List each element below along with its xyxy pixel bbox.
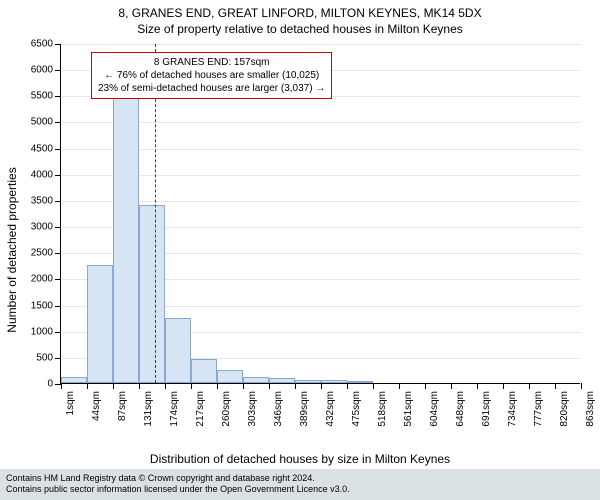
y-tick (55, 358, 61, 359)
annotation-line: ← 76% of detached houses are smaller (10… (98, 69, 325, 82)
y-tick (55, 306, 61, 307)
y-tick-label: 2500 (31, 248, 53, 259)
y-tick (55, 96, 61, 97)
histogram-bar (321, 380, 347, 383)
histogram-bar (295, 380, 321, 383)
x-tick-label: 777sqm (533, 391, 544, 427)
x-tick (87, 383, 88, 389)
x-tick (165, 383, 166, 389)
x-tick-label: 432sqm (325, 391, 336, 427)
chart-area: 0500100015002000250030003500400045005000… (60, 44, 580, 384)
y-tick-label: 6500 (31, 39, 53, 50)
x-tick (555, 383, 556, 389)
x-tick-label: 648sqm (455, 391, 466, 427)
x-tick-label: 518sqm (377, 391, 388, 427)
x-tick-label: 1sqm (65, 391, 76, 415)
x-tick (425, 383, 426, 389)
x-tick-label: 260sqm (221, 391, 232, 427)
x-tick-label: 44sqm (91, 391, 102, 421)
x-tick-label: 131sqm (143, 391, 154, 427)
x-tick-label: 691sqm (481, 391, 492, 427)
chart-title-main: 8, GRANES END, GREAT LINFORD, MILTON KEY… (0, 0, 600, 20)
histogram-bar (217, 370, 243, 383)
histogram-bar (269, 378, 295, 383)
x-tick (295, 383, 296, 389)
y-tick-label: 3000 (31, 222, 53, 233)
x-tick (503, 383, 504, 389)
x-tick-label: 604sqm (429, 391, 440, 427)
x-axis-label: Distribution of detached houses by size … (0, 452, 600, 466)
x-tick-label: 303sqm (247, 391, 258, 427)
histogram-bar (113, 93, 139, 383)
y-tick (55, 279, 61, 280)
footer-attribution: Contains HM Land Registry data © Crown c… (0, 469, 600, 500)
x-tick-label: 174sqm (169, 391, 180, 427)
y-tick-label: 6000 (31, 65, 53, 76)
y-tick-label: 5500 (31, 91, 53, 102)
footer-line-2: Contains public sector information licen… (6, 484, 594, 496)
histogram-bar (139, 205, 165, 383)
y-tick (55, 175, 61, 176)
annotation-line: 8 GRANES END: 157sqm (98, 56, 325, 69)
annotation-line: 23% of semi-detached houses are larger (… (98, 82, 325, 95)
x-tick (61, 383, 62, 389)
y-tick-label: 4500 (31, 143, 53, 154)
x-tick-label: 87sqm (117, 391, 128, 421)
x-tick-label: 863sqm (585, 391, 596, 427)
x-tick-label: 217sqm (195, 391, 206, 427)
y-tick (55, 122, 61, 123)
y-tick (55, 332, 61, 333)
x-tick (347, 383, 348, 389)
x-tick (191, 383, 192, 389)
x-tick (529, 383, 530, 389)
histogram-bar (165, 318, 191, 383)
x-tick (399, 383, 400, 389)
chart-title-sub: Size of property relative to detached ho… (0, 20, 600, 36)
y-tick (55, 201, 61, 202)
histogram-bar (243, 377, 269, 383)
histogram-bar (61, 377, 87, 383)
footer-line-1: Contains HM Land Registry data © Crown c… (6, 473, 594, 485)
x-tick (373, 383, 374, 389)
y-tick (55, 149, 61, 150)
annotation-box: 8 GRANES END: 157sqm← 76% of detached ho… (91, 52, 332, 99)
plot: 0500100015002000250030003500400045005000… (60, 44, 580, 384)
y-tick-label: 2000 (31, 274, 53, 285)
x-tick (243, 383, 244, 389)
y-tick-label: 1500 (31, 300, 53, 311)
x-tick (217, 383, 218, 389)
x-tick-label: 561sqm (403, 391, 414, 427)
x-tick-label: 734sqm (507, 391, 518, 427)
histogram-bar (347, 381, 373, 383)
y-tick (55, 253, 61, 254)
x-tick (113, 383, 114, 389)
y-tick (55, 70, 61, 71)
x-tick-label: 346sqm (273, 391, 284, 427)
x-tick (139, 383, 140, 389)
y-tick-label: 0 (47, 379, 53, 390)
y-tick-label: 3500 (31, 195, 53, 206)
y-tick-label: 5000 (31, 117, 53, 128)
x-tick-label: 475sqm (351, 391, 362, 427)
gridline (61, 44, 580, 45)
y-tick (55, 227, 61, 228)
x-tick-label: 820sqm (559, 391, 570, 427)
y-tick-label: 1000 (31, 326, 53, 337)
x-tick (451, 383, 452, 389)
x-tick (321, 383, 322, 389)
x-tick (269, 383, 270, 389)
y-tick-label: 4000 (31, 169, 53, 180)
x-tick-label: 389sqm (299, 391, 310, 427)
x-tick (477, 383, 478, 389)
y-tick (55, 44, 61, 45)
histogram-bar (191, 359, 217, 383)
y-axis-label: Number of detached properties (5, 167, 19, 332)
x-tick (581, 383, 582, 389)
histogram-bar (87, 265, 113, 383)
y-tick-label: 500 (36, 352, 53, 363)
